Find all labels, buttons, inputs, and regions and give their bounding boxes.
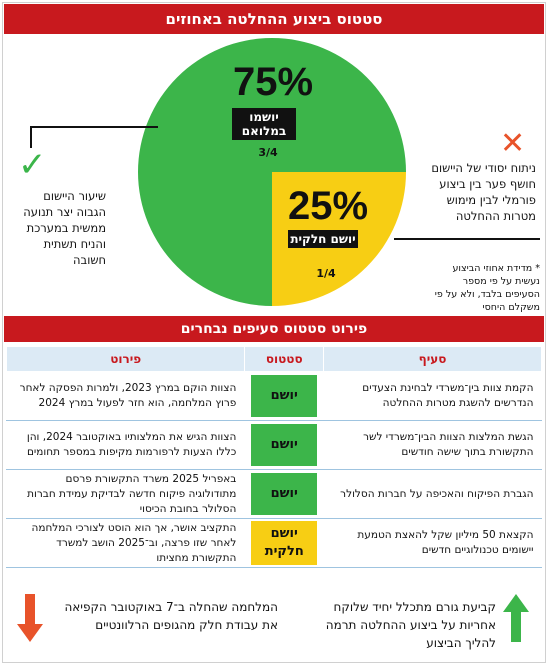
full-percent-label: 75%: [232, 60, 314, 104]
section-cell: הגשת המלצות הצוות הבין־משרדי לשר התקשורת…: [323, 420, 542, 470]
status-cell: יושם חלקית: [244, 518, 324, 568]
table-row: הגשת המלצות הצוות הבין־משרדי לשר התקשורת…: [5, 420, 542, 470]
detail-cell: הצוות הוקם במרץ 2023, ולמרות הפסקה לאחר …: [5, 371, 245, 421]
x-icon: ✕: [500, 126, 526, 161]
right-annotation: ניתוח יסודי של היישום חושף פער בין ביצוע…: [431, 161, 536, 223]
left-connector: [30, 126, 158, 128]
full-fraction-label: 3/4: [258, 146, 278, 159]
footnote: * מדידת אחוזי הביצוע נעשית על פי מספר הס…: [434, 263, 540, 313]
status-cell: יושם: [244, 420, 324, 470]
detail-cell: התקציב אושר, אך הוא הוסט לצורכי המלחמה ל…: [5, 518, 245, 568]
partial-fraction-label: 1/4: [316, 267, 336, 280]
header-status: סטטוס: [244, 346, 325, 372]
table-row: הגברת הפיקוח והאכיפה על חברות הסלולר יוש…: [5, 469, 542, 519]
status-line-1: יושם: [270, 526, 298, 541]
right-connector: [394, 238, 540, 240]
status-cell: יושם: [244, 371, 324, 421]
left-annotation: שיעור היישום הגבוה יצר תנועה ממשית במערכ…: [23, 189, 106, 267]
full-slice-label: יושמו במלואם: [232, 108, 296, 140]
header-detail: פירוט: [5, 346, 246, 372]
positive-note: קביעת גורם מתכלל יחיד שלוקח אחריות על בי…: [325, 600, 496, 650]
negative-note: המלחמה שהחלה ב־7 באוקטובר הקפיאה את עבוד…: [64, 600, 278, 632]
table-title: פירוט סטטוס סעיפים נבחרים: [4, 316, 544, 342]
status-line-2: חלקית: [264, 544, 304, 559]
detail-cell: באפריל 2025 משרד התקשורת פרסם מתודולוגיה…: [5, 469, 245, 519]
check-icon: ✓: [18, 145, 47, 185]
status-badge: יושם: [251, 473, 318, 515]
section-cell: הגברת הפיקוח והאכיפה על חברות הסלולר: [323, 469, 542, 519]
status-badge: יושם: [251, 375, 318, 417]
status-badge: יושם: [251, 424, 318, 466]
partial-slice-label: יושם חלקית: [288, 230, 358, 248]
chart-title: סטטוס ביצוע ההחלטה באחוזים: [4, 4, 544, 34]
header-section: סעיף: [323, 346, 542, 372]
partial-percent-label: 25%: [287, 184, 369, 228]
pie-slice-full: [138, 38, 406, 306]
status-badge: יושם חלקית: [251, 521, 318, 565]
arrow-up-icon: [503, 594, 529, 642]
table-row: הקמת צוות בין־משרדי לבחינת הצעדים הנדרשי…: [5, 371, 542, 421]
status-cell: יושם: [244, 469, 324, 519]
arrow-down-icon: [17, 594, 43, 642]
section-cell: הקמת צוות בין־משרדי לבחינת הצעדים הנדרשי…: [323, 371, 542, 421]
table-row: הקצאת 50 מיליון שקל להאצת הטמעת יישומים …: [5, 518, 542, 568]
section-cell: הקצאת 50 מיליון שקל להאצת הטמעת יישומים …: [323, 518, 542, 568]
left-connector-drop: [30, 126, 32, 148]
status-table: סעיף סטטוס פירוט הקמת צוות בין־משרדי לבח…: [5, 346, 542, 568]
detail-cell: הצוות הגיש את המלצותיו באוקטובר 2024, וה…: [5, 420, 245, 470]
